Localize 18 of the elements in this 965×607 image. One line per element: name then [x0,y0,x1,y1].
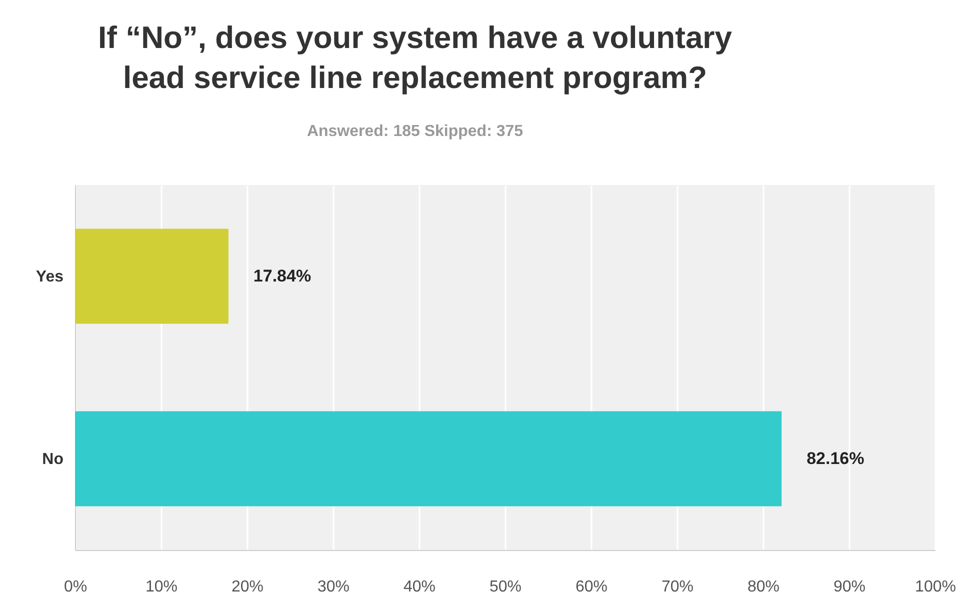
x-tick-label: 100% [915,578,956,596]
chart-subtitle: Answered: 185 Skipped: 375 [306,123,524,140]
data-label: 17.84% [253,266,312,286]
x-tick-label: 0% [64,578,88,596]
y-tick-label: No [42,450,64,468]
x-tick-label: 50% [489,578,522,596]
x-tick-label: 80% [747,578,780,596]
x-tick-label: 90% [833,578,866,596]
x-tick-label: 40% [403,578,436,596]
x-tick-label: 60% [575,578,608,596]
data-label: 82.16% [806,448,864,468]
x-tick-label: 20% [231,578,264,596]
text: If “No”, does your system have a voluntary [98,20,732,55]
text: lead service line replacement program? [122,60,708,95]
x-tick-label: 70% [661,578,694,596]
y-tick-label: Yes [36,268,64,286]
x-tick-label: 30% [317,578,350,596]
x-tick-label: 10% [145,578,178,596]
